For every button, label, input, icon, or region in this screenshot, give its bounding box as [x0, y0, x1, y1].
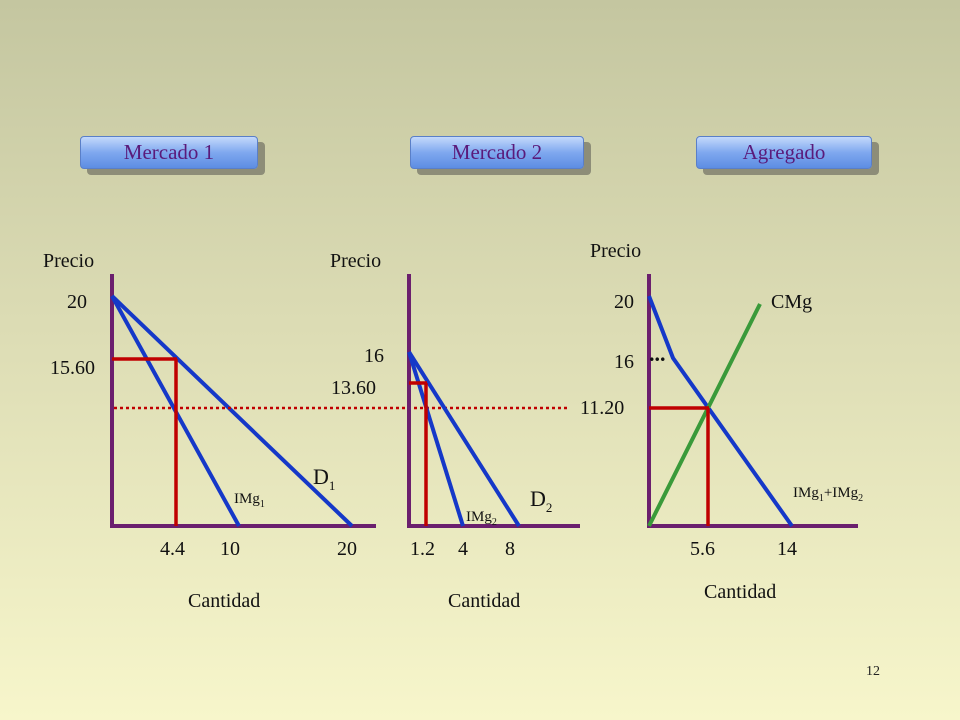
panel1-demand-line	[110, 294, 354, 528]
panel1-quantity-label: Cantidad	[188, 590, 260, 612]
panel2-x-tick: 1.2	[410, 538, 435, 560]
panel3-y-tick: 16	[614, 351, 634, 373]
panel3-x-tick: 14	[777, 538, 797, 560]
panel3-quantity-label: Cantidad	[704, 581, 776, 603]
slide-number: 12	[866, 664, 880, 679]
mercado-1-button[interactable]: Mercado 1	[80, 136, 258, 169]
panel3-mc-line	[647, 303, 762, 527]
panel2-price-label: Precio	[330, 250, 381, 272]
panel2-mr-label: IMg2	[466, 509, 497, 528]
panel2-quantity-label: Cantidad	[448, 590, 520, 612]
panel3-price-label: Precio	[590, 240, 641, 262]
panel2-x-tick: 4	[458, 538, 468, 560]
panel3-aggregate-mr-line	[647, 295, 794, 528]
panel1-mr-label: IMg1	[234, 491, 265, 510]
panel2-demand-line	[407, 350, 521, 528]
panel2-x-tick: 8	[505, 538, 515, 560]
agregado-button[interactable]: Agregado	[696, 136, 872, 169]
panel-mercado-2: Precio 16 13.60 1.2 4 8 Cantidad D2 IMg2	[330, 250, 580, 612]
panel1-y-tick: 15.60	[50, 357, 95, 379]
mercado-2-button[interactable]: Mercado 2	[410, 136, 584, 169]
panel1-x-tick: 4.4	[160, 538, 185, 560]
panel-mercado-1: Precio 20 15.60 4.4 10 20 Cantidad D1 IM…	[43, 250, 376, 612]
panel3-y-tick: 20	[614, 291, 634, 313]
panel1-demand-label: D1	[313, 464, 335, 493]
panel2-demand-label: D2	[530, 486, 552, 515]
panel3-mc-label: CMg	[771, 291, 812, 313]
panel2-y-tick: 13.60	[331, 377, 376, 399]
panel2-y-tick: 16	[364, 345, 384, 367]
panel1-x-tick: 20	[337, 538, 357, 560]
panel-agregado: ... Precio 20 16 11.20 5.6 14 Cantidad C…	[580, 240, 863, 603]
panel3-y-tick: 11.20	[580, 397, 624, 419]
panel1-price-label: Precio	[43, 250, 94, 272]
panel3-x-tick: 5.6	[690, 538, 715, 560]
panel3-ellipsis: ...	[649, 341, 666, 366]
panel1-x-tick: 10	[220, 538, 240, 560]
panel1-y-tick: 20	[67, 291, 87, 313]
panel3-aggregate-mr-label: IMg1+IMg2	[793, 485, 863, 504]
panel2-mr-line	[407, 351, 465, 527]
